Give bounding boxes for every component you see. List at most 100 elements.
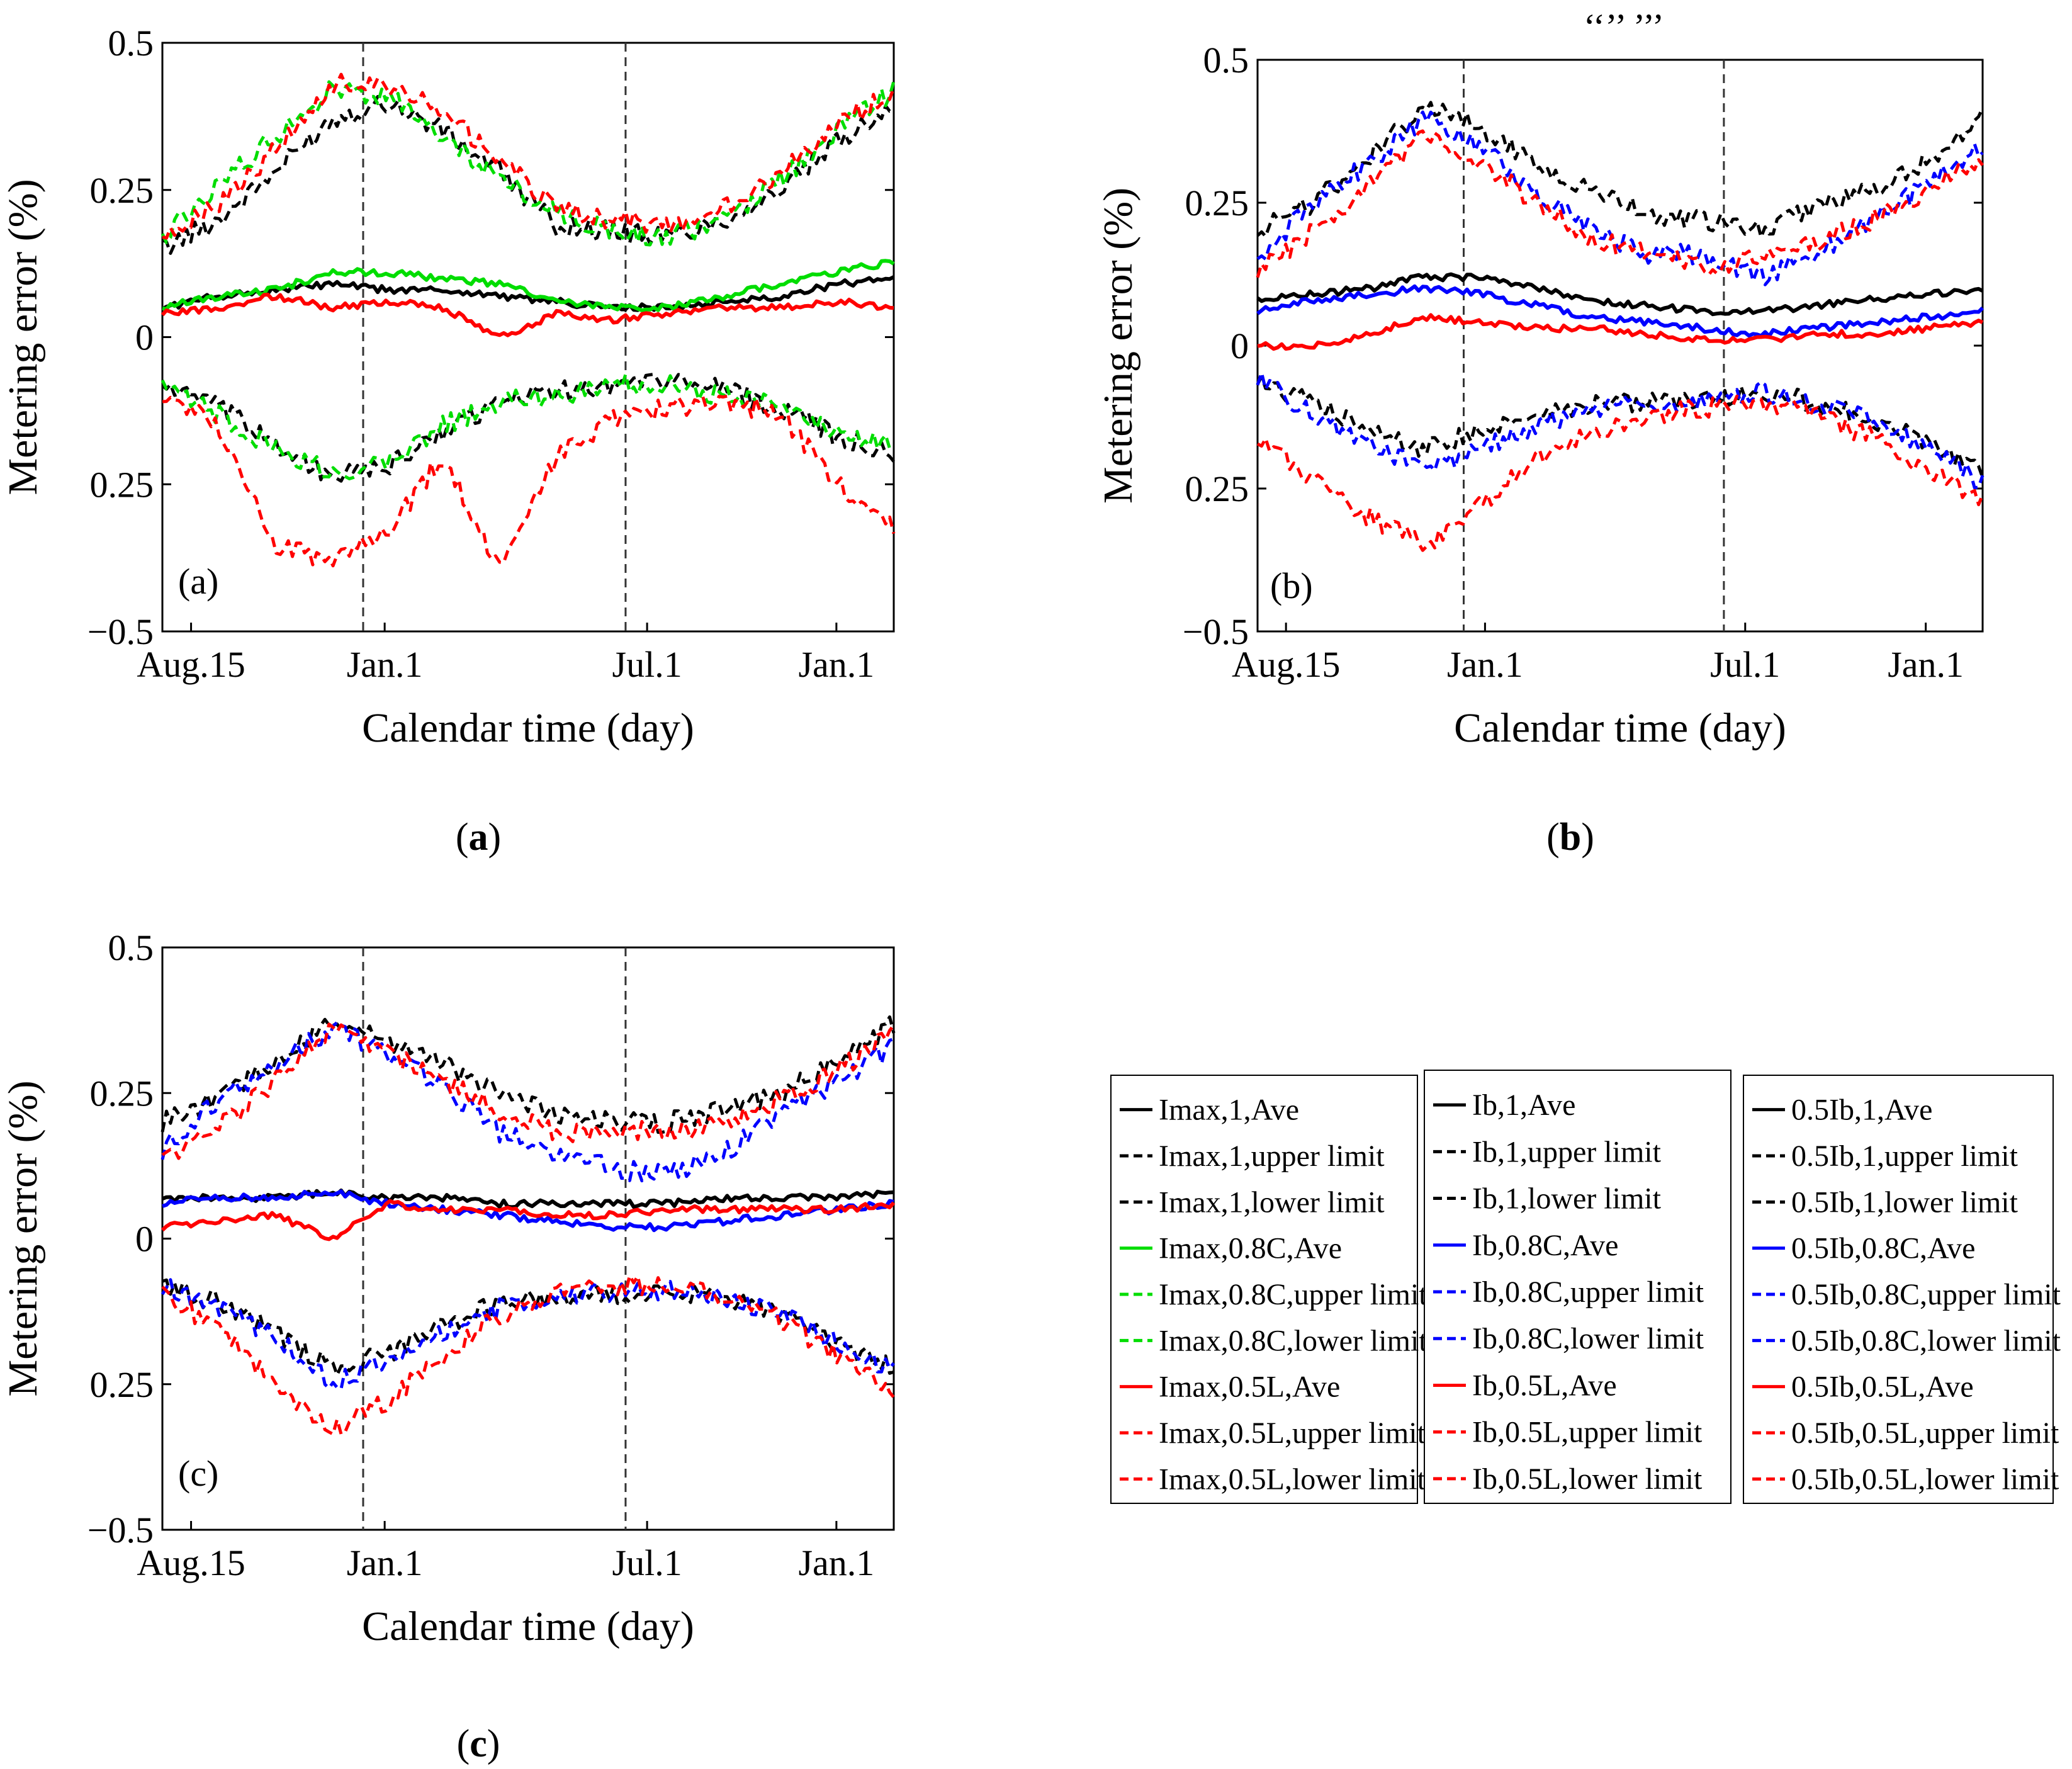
y-axis-label: Metering error (%) <box>1095 188 1141 504</box>
legend-frame <box>1424 1070 1731 1504</box>
series-line-imax-0-5l-upper-limit <box>162 72 896 240</box>
plot-frame <box>1256 59 1984 633</box>
legend-label: 0.5Ib,0.5L,Ave <box>1791 1371 1974 1404</box>
series-line-ib-0-8c-lower-limit <box>1256 371 1985 490</box>
x-axis-label: Calendar time (day) <box>1454 705 1786 751</box>
legend-label: 0.5Ib,1,Ave <box>1791 1094 1932 1127</box>
x-axis-label: Calendar time (day) <box>362 705 694 751</box>
y-tick-label: 0 <box>135 1219 154 1260</box>
series-line-0-5ib-0-5l-lower-limit <box>161 1274 895 1436</box>
y-tick-label: 0 <box>1230 325 1249 366</box>
series-line-imax-1-lower-limit <box>161 373 895 483</box>
figure-caption: (c) <box>457 1722 500 1765</box>
series-line-0-5ib-0-8c-lower-limit <box>160 1278 895 1391</box>
y-tick-label: 0.25 <box>90 464 154 505</box>
series-line-ib-0-5l-upper-limit <box>1256 129 1985 278</box>
series-line-imax-0-5l-lower-limit <box>162 394 896 568</box>
x-tick-label: Jul.1 <box>612 1542 682 1583</box>
y-tick-label: 0.5 <box>1203 40 1249 81</box>
series-line-imax-0-8c-lower-limit <box>160 373 895 480</box>
legend-label: Imax,1,Ave <box>1159 1094 1299 1127</box>
x-tick-label: Aug.15 <box>137 1542 245 1583</box>
series-line-ib-1-lower-limit <box>1256 375 1985 478</box>
series-line-0-5ib-0-5l-ave <box>160 1199 896 1241</box>
series-line-0-5ib-0-8c-ave <box>162 1189 894 1233</box>
y-tick-label: 0 <box>135 317 154 358</box>
x-tick-label: Jul.1 <box>1710 644 1780 685</box>
y-axis-label: Metering error (%) <box>0 1080 46 1396</box>
legend-label: 0.5Ib,0.8C,Ave <box>1791 1232 1975 1265</box>
legend-box-3: 0.5Ib,1,Ave 0.5Ib,1,upper limit 0.5Ib,1,lo… <box>1743 1075 2061 1504</box>
legend-box-1: Imax,1,Ave Imax,1,upper limit Imax,1,lower… <box>1110 1075 1427 1504</box>
legend-label: Imax,0.8C,lower limit <box>1159 1324 1427 1357</box>
series-line-0-5ib-1-lower-limit <box>162 1278 894 1377</box>
y-axis-label: Metering error (%) <box>0 179 46 495</box>
x-tick-label: Jan.1 <box>1447 644 1523 685</box>
series-line-ib-1-ave <box>1256 272 1984 317</box>
legend-label: Ib,0.5L,upper limit <box>1472 1416 1703 1449</box>
plot-frame <box>161 946 895 1531</box>
legend-label: Imax,0.5L,Ave <box>1159 1371 1340 1404</box>
legend-label: Ib,0.5L,Ave <box>1472 1369 1617 1402</box>
y-tick-label: 0.25 <box>90 170 154 211</box>
x-tick-label: Jan.1 <box>347 1542 423 1583</box>
legend-label: 0.5Ib,1,upper limit <box>1791 1139 2019 1173</box>
y-tick-label: 0.25 <box>1185 468 1249 509</box>
x-tick-label: Jul.1 <box>612 644 682 685</box>
series-line-ib-0-8c-ave <box>1256 284 1985 338</box>
legend-label: Ib,0.8C,Ave <box>1472 1229 1618 1262</box>
y-tick-label: 0.5 <box>108 927 154 968</box>
series-line-imax-0-8c-upper-limit <box>160 80 896 247</box>
series-line-ib-1-upper-limit <box>1256 101 1985 239</box>
series-line-imax-0-5l-ave <box>160 293 894 337</box>
panel-label: (a) <box>178 561 218 602</box>
panel-label: (c) <box>178 1453 218 1494</box>
figure-caption: (a) <box>456 816 501 859</box>
figure-caption: (b) <box>1546 816 1594 859</box>
legend-label: 0.5Ib,0.5L,lower limit <box>1791 1462 2059 1496</box>
x-tick-label: Jan.1 <box>798 644 874 685</box>
series-line-0-5ib-0-5l-upper-limit <box>161 1022 895 1160</box>
legend-label: Imax,0.5L,upper limit <box>1159 1416 1426 1450</box>
series-line-ib-0-5l-lower-limit <box>1256 394 1985 552</box>
legend-label: Ib,1,upper limit <box>1472 1135 1662 1168</box>
legend-label: Ib,1,Ave <box>1472 1088 1575 1122</box>
legend-label: 0.5Ib,1,lower limit <box>1791 1185 2019 1219</box>
series-line-imax-0-8c-ave <box>162 259 895 312</box>
x-tick-label: Jan.1 <box>1888 644 1964 685</box>
legend-label: Ib,0.8C,lower limit <box>1472 1322 1704 1355</box>
legend-label: 0.5Ib,0.8C,upper limit <box>1791 1278 2061 1311</box>
x-tick-label: Aug.15 <box>1232 644 1340 685</box>
chart-title: ‘‘’’ ’’’ <box>1584 6 1664 47</box>
legend-label: 0.5Ib,0.5L,upper limit <box>1791 1416 2059 1450</box>
panel-label: (b) <box>1270 565 1313 606</box>
x-tick-label: Jan.1 <box>798 1542 874 1583</box>
x-tick-label: Jan.1 <box>347 644 423 685</box>
legend-frame <box>1110 1075 1418 1504</box>
legend-label: Ib,0.5L,lower limit <box>1472 1462 1703 1496</box>
legend-label: Imax,0.8C,Ave <box>1159 1232 1342 1265</box>
legend-label: Imax,0.8C,upper limit <box>1159 1278 1427 1311</box>
legend-label: 0.5Ib,0.8C,lower limit <box>1791 1324 2061 1357</box>
series-line-0-5ib-0-8c-upper-limit <box>160 1020 894 1183</box>
series-line-0-5ib-1-upper-limit <box>160 1015 896 1134</box>
legend-label: Ib,0.8C,upper limit <box>1472 1275 1704 1309</box>
x-tick-label: Aug.15 <box>137 644 245 685</box>
legend-frame <box>1743 1075 2054 1504</box>
legend-label: Ib,1,lower limit <box>1472 1182 1662 1216</box>
plot-frame <box>161 42 895 633</box>
series-line-imax-1-upper-limit <box>162 94 894 255</box>
y-tick-label: −0.5 <box>1183 611 1249 652</box>
series-line-ib-0-5l-ave <box>1257 313 1984 351</box>
legend-label: Imax,1,upper limit <box>1159 1139 1385 1173</box>
y-tick-label: 0.25 <box>90 1364 154 1405</box>
y-tick-label: 0.5 <box>108 23 154 64</box>
series-line-ib-0-8c-upper-limit <box>1256 110 1984 286</box>
legend-box-2: Ib,1,Ave Ib,1,upper limit Ib,1,lower limit… <box>1424 1070 1731 1504</box>
y-tick-label: −0.5 <box>87 1510 154 1551</box>
y-tick-label: 0.25 <box>90 1073 154 1114</box>
legend-label: Imax,0.5L,lower limit <box>1159 1462 1426 1496</box>
